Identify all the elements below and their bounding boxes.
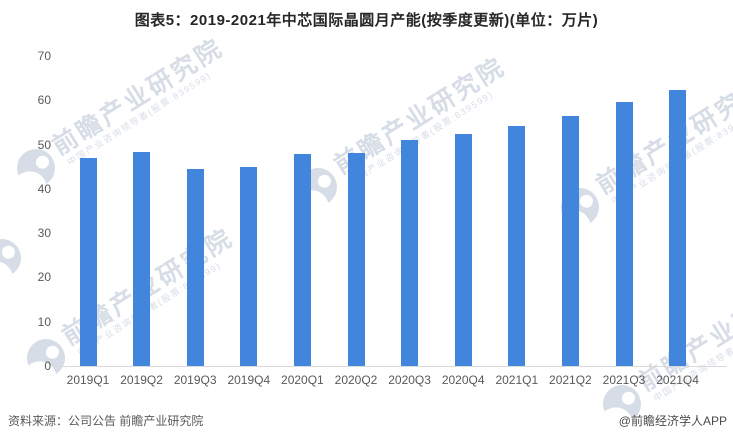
bar-2021Q1 <box>508 125 526 366</box>
source-note: 资料来源：公司公告 前瞻产业研究院 <box>8 414 204 428</box>
plot-area <box>62 56 727 367</box>
x-tick-2020Q4: 2020Q4 <box>441 373 485 387</box>
x-tick-2019Q3: 2019Q3 <box>173 373 217 387</box>
bar-2019Q2 <box>133 151 151 366</box>
bar-2020Q4 <box>454 133 472 366</box>
y-tick-10: 10 <box>37 314 51 329</box>
y-tick-0: 0 <box>44 359 51 373</box>
bar-2021Q2 <box>561 115 579 366</box>
bar-2020Q1 <box>293 153 311 366</box>
y-tick-30: 30 <box>37 226 51 241</box>
y-tick-70: 70 <box>37 49 51 63</box>
bar-2020Q3 <box>401 139 419 366</box>
x-tick-2021Q2: 2021Q2 <box>549 373 592 387</box>
y-tick-60: 60 <box>37 93 51 108</box>
x-tick-2019Q1: 2019Q1 <box>66 373 110 387</box>
bar-2021Q3 <box>615 102 633 366</box>
bar-2019Q1 <box>79 157 97 366</box>
x-tick-2019Q2: 2019Q2 <box>120 373 163 387</box>
y-tick-40: 40 <box>37 181 51 196</box>
chart-title: 图表5：2019-2021年中芯国际晶圆月产能(按季度更新)(单位：万片) <box>134 12 599 29</box>
bar-2021Q4 <box>669 90 687 366</box>
credit-note: @前瞻经济学人APP <box>618 414 727 428</box>
x-tick-2021Q3: 2021Q3 <box>602 373 646 387</box>
y-tick-50: 50 <box>37 137 51 152</box>
x-tick-2021Q4: 2021Q4 <box>656 373 699 387</box>
y-tick-20: 20 <box>37 270 51 285</box>
bar-2019Q3 <box>186 168 204 366</box>
x-tick-2019Q4: 2019Q4 <box>227 373 271 387</box>
x-tick-2020Q3: 2020Q3 <box>388 373 431 387</box>
bar-2019Q4 <box>240 166 258 366</box>
x-tick-2020Q2: 2020Q2 <box>334 373 378 387</box>
x-tick-2021Q1: 2021Q1 <box>495 373 539 387</box>
x-tick-2020Q1: 2020Q1 <box>281 373 324 387</box>
bar-2020Q2 <box>347 153 365 366</box>
